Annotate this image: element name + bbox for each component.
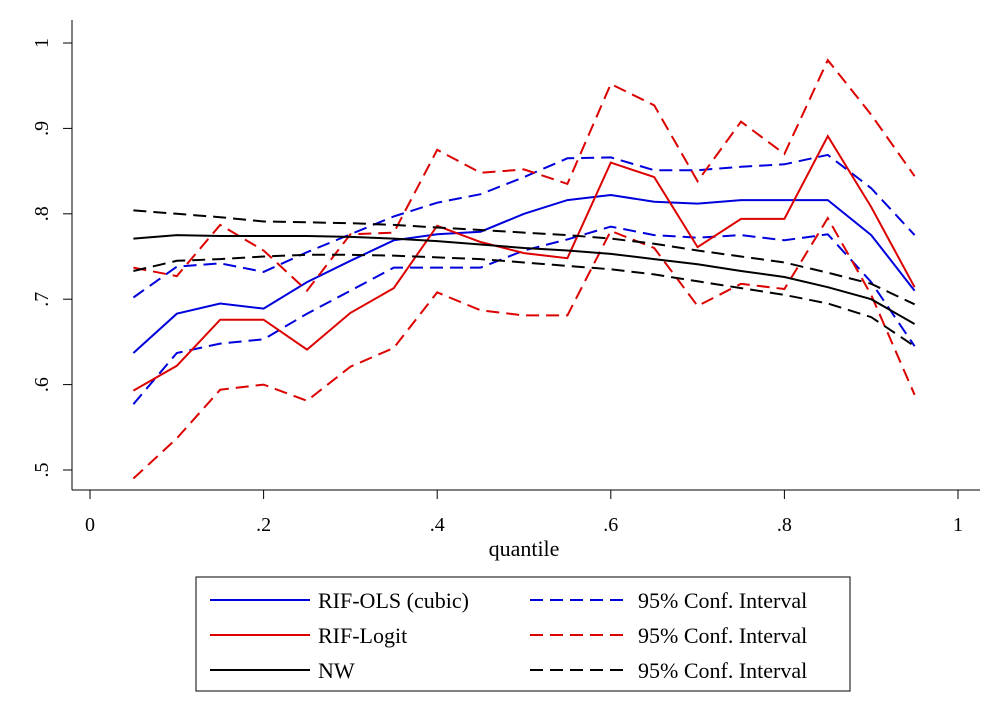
- legend-label: 95% Conf. Interval: [638, 588, 807, 613]
- series-line-rif-logit-ci-hi: [133, 58, 916, 293]
- axes: [71, 20, 980, 491]
- y-tick-label: .6: [31, 377, 53, 392]
- series-line-rif-ols-ci-lo: [132, 225, 916, 405]
- x-ticks: 0 .2 .4 .6 .8 1: [85, 490, 963, 536]
- series-line-nw-ci-hi: [133, 209, 916, 306]
- legend: RIF-OLS (cubic) 95% Conf. Interval RIF-Log…: [195, 576, 851, 692]
- legend-label: 95% Conf. Interval: [638, 658, 807, 683]
- legend-label: RIF-OLS (cubic): [318, 588, 469, 613]
- y-tick-label: .7: [31, 292, 53, 307]
- x-tick-label: 1: [953, 514, 963, 536]
- y-tick-label: .9: [31, 121, 53, 136]
- x-tick-label: .6: [603, 514, 618, 536]
- series-line-rif-logit: [132, 134, 916, 392]
- y-tick-label: .8: [31, 206, 53, 221]
- x-axis-title: quantile: [489, 536, 560, 561]
- x-tick-label: .4: [430, 514, 445, 536]
- y-tick-label: .5: [31, 463, 53, 478]
- series-line-nw-ci-lo: [133, 253, 916, 348]
- series-lines: [132, 58, 916, 480]
- x-tick-label: 0: [85, 514, 95, 536]
- x-tick-label: .2: [256, 514, 271, 536]
- series-line-rif-ols: [132, 193, 916, 354]
- series-line-nw: [133, 234, 916, 325]
- series-line-rif-logit-ci-lo: [132, 216, 916, 480]
- y-tick-label: 1: [31, 38, 53, 48]
- x-tick-label: .8: [777, 514, 792, 536]
- legend-label: NW: [318, 658, 355, 683]
- legend-label: RIF-Logit: [318, 623, 407, 648]
- y-ticks: .5 .6 .7 .8 .9 1: [31, 38, 72, 478]
- legend-items: RIF-OLS (cubic) 95% Conf. Interval RIF-Log…: [210, 588, 807, 683]
- legend-label: 95% Conf. Interval: [638, 623, 807, 648]
- series-line-rif-ols-ci-hi: [132, 153, 916, 299]
